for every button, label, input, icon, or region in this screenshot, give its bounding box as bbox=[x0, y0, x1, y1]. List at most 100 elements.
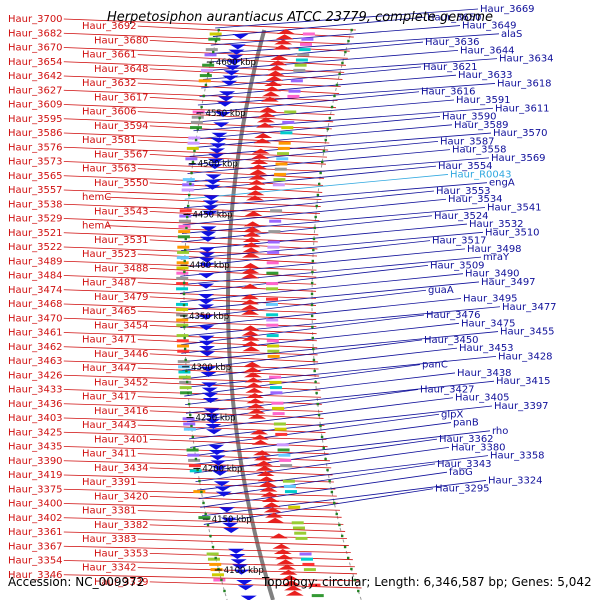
right-leader-line bbox=[183, 355, 497, 388]
cog-feature-outer bbox=[193, 490, 206, 494]
left-gene-label: Haur_3346 bbox=[8, 570, 63, 581]
forward-gene-arrow bbox=[210, 138, 227, 143]
position-ticks: 4600 kbp 4550 kbp 4500 kbp 4450 kbp 4400 kbp… bbox=[180, 58, 264, 576]
reverse-gene-arrow bbox=[266, 70, 285, 76]
left-gene-label: Haur_3522 bbox=[8, 242, 63, 253]
forward-gene-arrow bbox=[233, 569, 250, 575]
cog-feature-outer bbox=[190, 120, 203, 124]
ring-dot bbox=[314, 215, 317, 219]
left-leader-line bbox=[63, 189, 322, 200]
reverse-gene-arrow bbox=[254, 460, 273, 466]
ring-dot bbox=[183, 325, 186, 329]
left-leader-line bbox=[137, 253, 317, 264]
ring-dot bbox=[347, 39, 350, 43]
cog-feature-outer bbox=[186, 146, 199, 150]
position-tick-label: 4600 kbp bbox=[216, 58, 256, 68]
cog-feature-inner bbox=[299, 42, 312, 46]
right-leader-line bbox=[194, 99, 455, 123]
cog-feature-outer bbox=[176, 339, 189, 343]
cog-feature-outer bbox=[208, 37, 221, 41]
right-gene-label: Haur_3362 bbox=[439, 434, 494, 445]
cog-feature-inner bbox=[288, 89, 301, 93]
right-leader-line bbox=[195, 446, 450, 483]
ring-dot bbox=[183, 347, 187, 351]
right-gene-label: Haur_3616 bbox=[421, 87, 476, 98]
left-gene-label: Haur_3419 bbox=[8, 470, 63, 481]
left-leader-line bbox=[149, 210, 320, 222]
right-gene-label: Haur_3591 bbox=[456, 95, 511, 106]
forward-gene-arrow bbox=[198, 325, 215, 331]
ring-dot bbox=[183, 336, 186, 340]
cog-feature-outer bbox=[188, 136, 201, 140]
cog-feature-inner bbox=[301, 37, 314, 41]
ring-dot bbox=[315, 391, 318, 395]
ring-dot bbox=[198, 116, 201, 120]
forward-gene-arrow bbox=[211, 465, 228, 471]
reverse-gene-arrow bbox=[270, 55, 289, 60]
cog-feature-inner bbox=[281, 126, 294, 130]
cog-feature-outer bbox=[191, 115, 204, 119]
ring-dot bbox=[312, 237, 316, 241]
forward-gene-arrow bbox=[201, 210, 218, 216]
right-gene-label: Haur_3553 bbox=[436, 186, 491, 197]
ring-dot bbox=[338, 523, 341, 527]
left-leader-line bbox=[63, 360, 319, 370]
ring-dot bbox=[319, 424, 322, 428]
left-leader-line bbox=[63, 289, 317, 299]
ring-dot bbox=[326, 127, 329, 131]
left-gene-label: Haur_3417 bbox=[82, 392, 137, 403]
reverse-gene-arrow bbox=[255, 465, 274, 471]
left-leader-line bbox=[149, 467, 333, 476]
right-gene-label: Haur_3541 bbox=[487, 203, 542, 214]
reverse-gene-arrow bbox=[242, 341, 261, 346]
reverse-gene-arrow bbox=[248, 169, 267, 175]
left-gene-label: Haur_3617 bbox=[94, 92, 149, 103]
forward-gene-arrow bbox=[237, 585, 254, 591]
forward-gene-arrow bbox=[203, 408, 220, 414]
left-leader-line bbox=[149, 381, 321, 391]
forward-gene-arrow bbox=[214, 486, 231, 492]
right-leader-line bbox=[184, 364, 421, 397]
ring-dot bbox=[214, 556, 217, 560]
cog-feature-outer bbox=[186, 448, 199, 452]
forward-gene-arrow bbox=[213, 122, 230, 128]
ring-dot bbox=[191, 160, 195, 164]
ring-dot bbox=[314, 380, 317, 384]
cog-feature-outer bbox=[178, 375, 191, 379]
reverse-gene-arrow bbox=[278, 564, 297, 570]
left-gene-label: Haur_3454 bbox=[94, 320, 149, 331]
left-gene-label: Haur_3531 bbox=[94, 235, 149, 246]
cog-feature-inner bbox=[274, 167, 287, 171]
left-gene-label: Haur_3390 bbox=[8, 456, 63, 467]
forward-gene-arrow bbox=[230, 559, 247, 565]
ring-dot bbox=[324, 138, 327, 142]
reverse-gene-arrow bbox=[244, 382, 263, 388]
ring-dot bbox=[310, 292, 314, 296]
right-leader-line bbox=[186, 157, 490, 183]
right-gene-label: Haur_3380 bbox=[451, 442, 506, 453]
cog-feature-inner bbox=[300, 557, 313, 561]
right-gene-label: Haur_3554 bbox=[438, 161, 493, 172]
cog-feature-outer bbox=[190, 126, 203, 130]
right-gene-label: Haur_3570 bbox=[493, 128, 548, 139]
left-leader-line bbox=[63, 431, 327, 441]
cog-feature-outer bbox=[185, 157, 198, 161]
right-leader-line bbox=[180, 240, 431, 269]
ring-dot bbox=[322, 446, 325, 450]
left-gene-label: Haur_3586 bbox=[8, 128, 63, 139]
right-gene-label: fabG bbox=[449, 467, 473, 478]
forward-gene-arrow bbox=[229, 44, 246, 50]
left-leader-line bbox=[63, 232, 318, 243]
ring-dot bbox=[311, 259, 315, 263]
right-gene-label: Haur_3497 bbox=[481, 277, 536, 288]
reverse-gene-arrow bbox=[259, 486, 278, 492]
reverse-gene-arrow bbox=[250, 429, 269, 435]
ring-dot bbox=[312, 358, 316, 362]
right-leader-line bbox=[180, 289, 427, 320]
reverse-gene-arrow bbox=[242, 247, 261, 253]
left-leader-line bbox=[63, 47, 348, 59]
forward-gene-arrow bbox=[198, 262, 215, 268]
leader-lines bbox=[63, 8, 501, 589]
ring-dot bbox=[184, 358, 187, 362]
ring-dot bbox=[333, 94, 336, 98]
